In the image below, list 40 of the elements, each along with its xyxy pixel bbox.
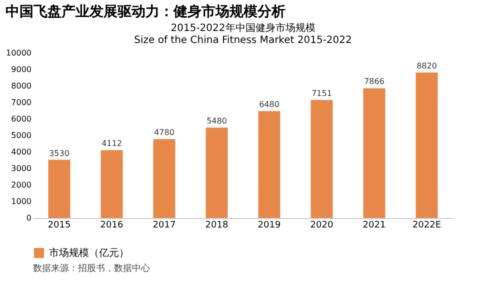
x-tick-label: 2022E <box>412 220 442 230</box>
x-tick-label: 2020 <box>310 220 334 230</box>
x-tick-label: 2021 <box>362 220 386 230</box>
bar <box>206 128 228 218</box>
bar <box>258 111 280 218</box>
legend-label: 市场规模（亿元） <box>49 247 129 259</box>
y-tick-label: 3000 <box>11 164 32 173</box>
text: Size of the China Fitness Market 2015-2022 <box>134 35 352 46</box>
bar <box>363 88 386 218</box>
data-label: 6480 <box>259 100 280 110</box>
text: 2015-2022年中国健身市场规模 <box>170 23 316 34</box>
y-tick-label: 9000 <box>11 65 32 74</box>
x-tick-label: 2017 <box>152 220 176 230</box>
chart-title: 中国飞盘产业发展驱动力：健身市场规模分析 <box>6 3 286 20</box>
y-tick-label: 10000 <box>6 48 32 58</box>
data-label: 8820 <box>416 61 437 70</box>
data-label: 3530 <box>49 148 70 158</box>
y-tick-label: 2000 <box>11 180 32 190</box>
source-note: 数据来源：招股书，数据中心 <box>33 263 150 274</box>
x-tick-label: 2019 <box>258 220 281 230</box>
x-tick-label: 2015 <box>48 220 71 230</box>
y-tick-label: 0 <box>26 214 32 222</box>
data-label: 7151 <box>312 89 332 98</box>
y-tick-label: 1000 <box>11 197 32 206</box>
y-tick-label: 4000 <box>11 148 32 156</box>
bar <box>416 72 438 218</box>
bar <box>48 160 70 218</box>
x-tick-label: 2016 <box>100 220 124 230</box>
data-label: 4112 <box>102 139 122 148</box>
y-tick-label: 5000 <box>11 131 32 140</box>
bar <box>310 100 333 218</box>
x-tick-label: 2018 <box>205 220 228 230</box>
data-label: 5480 <box>206 116 227 126</box>
y-tick-label: 7000 <box>11 98 32 107</box>
bar <box>100 150 123 218</box>
data-label: 4780 <box>154 128 174 138</box>
bar <box>153 139 176 218</box>
data-label: 7866 <box>364 77 384 86</box>
y-tick-label: 6000 <box>11 114 32 124</box>
y-tick-label: 8000 <box>11 82 32 90</box>
